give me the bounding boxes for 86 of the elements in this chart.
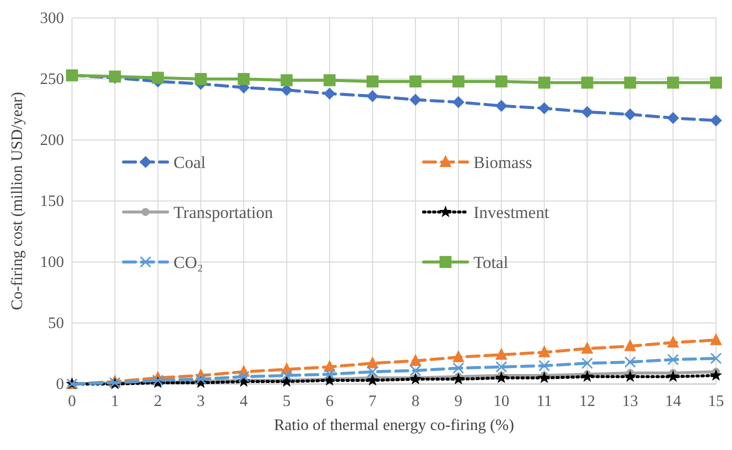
point xyxy=(666,370,680,382)
point xyxy=(667,76,680,89)
x-tick-label: 13 xyxy=(622,393,638,410)
point xyxy=(624,76,636,89)
point xyxy=(195,373,207,385)
x-tick-label: 10 xyxy=(493,393,510,410)
point xyxy=(667,354,679,366)
point xyxy=(710,352,722,364)
x-tick-label: 1 xyxy=(110,393,119,410)
point xyxy=(366,374,379,386)
point xyxy=(624,356,636,368)
point xyxy=(410,364,422,376)
legend-label: Biomass xyxy=(474,152,532,172)
point xyxy=(409,75,422,88)
point xyxy=(581,106,594,118)
point xyxy=(452,75,464,88)
x-tick-label: 6 xyxy=(326,393,334,410)
point xyxy=(710,114,722,126)
point xyxy=(495,371,508,384)
point xyxy=(538,371,550,384)
point xyxy=(667,336,680,348)
point xyxy=(624,339,636,352)
point xyxy=(452,362,464,374)
point xyxy=(495,75,508,88)
point xyxy=(409,94,422,106)
point xyxy=(581,76,594,89)
point xyxy=(366,366,378,378)
point xyxy=(452,350,464,362)
point xyxy=(409,354,422,366)
x-tick-label: 5 xyxy=(282,393,291,410)
point xyxy=(366,90,379,102)
point xyxy=(409,372,422,384)
x-tick-label: 7 xyxy=(368,393,377,410)
point xyxy=(624,108,636,120)
x-tick-label: 12 xyxy=(579,393,596,410)
x-tick-label: 9 xyxy=(454,393,462,410)
point xyxy=(624,370,636,382)
point xyxy=(194,73,207,85)
point xyxy=(324,88,336,100)
y-tick-label: 300 xyxy=(40,10,64,27)
point xyxy=(324,74,336,86)
point xyxy=(324,368,336,380)
x-tick-label: 11 xyxy=(536,393,552,410)
point xyxy=(238,370,250,382)
y-tick-label: 150 xyxy=(40,193,64,210)
point xyxy=(667,112,680,124)
point xyxy=(538,102,550,114)
y-tick-label: 0 xyxy=(56,376,64,393)
point xyxy=(238,73,250,85)
point xyxy=(152,72,164,84)
point xyxy=(538,76,550,89)
y-tick-label: 100 xyxy=(40,254,64,271)
x-tick-label: 3 xyxy=(196,393,205,410)
x-tick-label: 2 xyxy=(154,393,162,410)
point xyxy=(366,75,379,88)
point xyxy=(538,360,550,372)
point xyxy=(452,372,465,384)
x-tick-label: 4 xyxy=(240,393,248,410)
x-tick-label: 8 xyxy=(411,393,420,410)
legend-label: Total xyxy=(474,252,508,272)
legend-label: Transportation xyxy=(174,202,274,222)
point xyxy=(538,345,550,358)
point xyxy=(495,348,508,360)
x-tick-label: 0 xyxy=(68,393,76,410)
point xyxy=(366,356,379,368)
point xyxy=(581,342,594,354)
y-axis-title: Co-firing cost (million USD/year) xyxy=(9,92,26,310)
y-tick-label: 50 xyxy=(48,315,64,332)
y-tick-label: 200 xyxy=(40,132,64,149)
point xyxy=(710,368,722,381)
point xyxy=(280,370,292,382)
point xyxy=(710,333,722,346)
legend-label: Coal xyxy=(174,152,206,172)
point xyxy=(710,76,722,89)
point xyxy=(581,358,593,370)
point xyxy=(495,100,508,112)
point xyxy=(581,370,594,382)
point xyxy=(496,361,508,373)
point xyxy=(280,74,293,86)
legend-label: Investment xyxy=(474,202,550,222)
legend-label: CO₂ xyxy=(174,252,204,272)
x-tick-label: 15 xyxy=(708,393,724,410)
x-tick-label: 14 xyxy=(665,393,682,410)
point xyxy=(452,96,464,108)
y-tick-label: 250 xyxy=(40,71,64,88)
x-axis-title: Ratio of thermal energy co-firing (%) xyxy=(274,417,514,434)
